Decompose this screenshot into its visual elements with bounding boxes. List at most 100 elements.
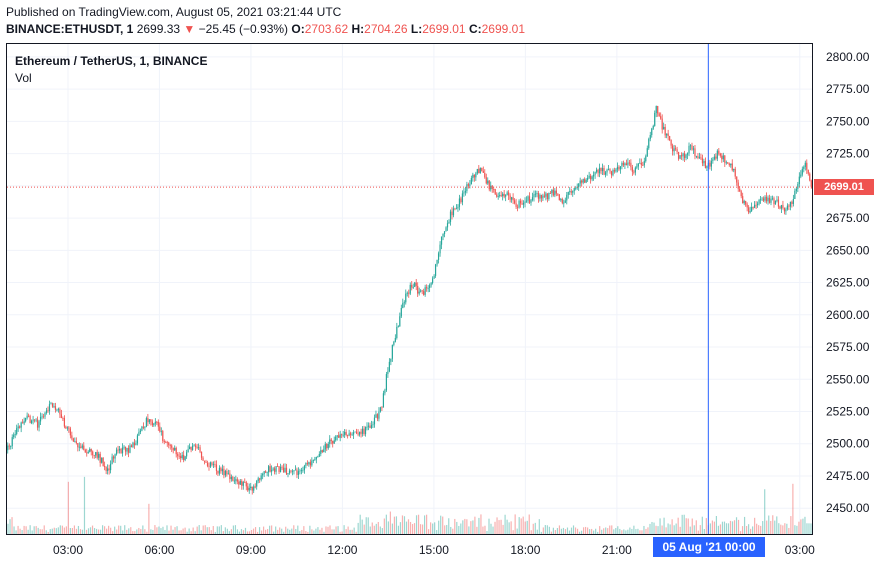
candle-body (129, 445, 131, 453)
volume-bar (776, 516, 778, 534)
candle-body (645, 156, 647, 162)
volume-bar (108, 525, 110, 534)
volume-bar (482, 526, 484, 534)
candle-body (534, 193, 537, 195)
y-tick-label: 2550.00 (826, 372, 870, 386)
candle-body (302, 470, 304, 471)
volume-bar (717, 525, 720, 534)
volume-bar (57, 527, 59, 534)
candle-body (387, 371, 389, 375)
candle-body (327, 443, 329, 449)
candle-body (330, 439, 332, 442)
candle-body (730, 163, 732, 166)
candle-body (177, 454, 179, 456)
candle-body (405, 293, 407, 303)
candle-body (408, 292, 410, 294)
y-tick-label: 2725.00 (826, 147, 870, 161)
candle-body (692, 148, 695, 150)
candle-body (576, 187, 578, 189)
volume-bar (562, 527, 565, 534)
candle-body (557, 193, 559, 195)
volume-bar (576, 528, 579, 534)
candle-body (452, 208, 455, 216)
candle-body (57, 408, 60, 410)
candle-body (612, 170, 614, 176)
volume-bar (258, 527, 261, 534)
volume-bar (719, 524, 722, 534)
volume-bar (190, 531, 192, 534)
volume-bar (87, 528, 90, 534)
volume-bar (228, 531, 230, 534)
candle-body (782, 205, 784, 208)
candle-body (84, 449, 86, 453)
volume-bar (238, 531, 241, 534)
volume-bar (305, 531, 307, 534)
candle-body (154, 421, 156, 424)
volume-bar (685, 518, 687, 534)
volume-bar (691, 518, 693, 534)
candle-body (130, 445, 133, 448)
candle-body (728, 163, 730, 166)
candle-body (719, 153, 721, 156)
volume-bar (432, 523, 434, 534)
candle-body (722, 155, 724, 160)
candle-body (701, 158, 704, 164)
volume-bar (635, 529, 637, 534)
volume-bar (291, 528, 293, 534)
y-tick-label: 2625.00 (826, 276, 870, 290)
candle-body (142, 426, 145, 428)
candle-body (770, 198, 772, 203)
candle-body (679, 155, 681, 159)
volume-bar (645, 528, 647, 534)
volume-bar (619, 528, 621, 534)
volume-bar (11, 517, 13, 534)
volume-bar (802, 518, 804, 534)
candle-body (299, 470, 301, 472)
volume-bar (524, 521, 526, 534)
candle-body (440, 236, 443, 245)
candle-body (807, 169, 809, 174)
candle-body (432, 278, 434, 284)
volume-bar (643, 525, 645, 534)
volume-bar (790, 516, 792, 534)
volume-bar (33, 526, 35, 534)
candle-body (181, 454, 183, 459)
candle-body (105, 467, 107, 471)
candle-body (294, 469, 297, 471)
volume-bar (486, 530, 488, 534)
candle-body (384, 390, 386, 394)
candle-body (8, 445, 10, 447)
volume-bar (106, 528, 108, 534)
candle-body (159, 426, 161, 432)
volume-bar (373, 525, 375, 534)
volume-bar (452, 528, 454, 534)
candle-body (467, 184, 469, 186)
candle-body (533, 194, 535, 198)
candle-body (442, 233, 444, 237)
volume-bar (325, 526, 327, 534)
candle-body (279, 466, 282, 472)
candle-body (670, 139, 672, 146)
volume-bar (768, 515, 770, 534)
candle-body (208, 465, 210, 467)
volume-bar (216, 526, 218, 534)
volume-bar (587, 527, 589, 534)
candle-body (759, 199, 762, 201)
candle-body (180, 456, 182, 459)
candle-body (704, 160, 707, 168)
volume-bar (192, 527, 194, 534)
candle-body (382, 393, 385, 408)
candle-body (28, 415, 30, 417)
candle-body (739, 188, 741, 192)
volume-bar (37, 527, 39, 534)
candle-body (761, 198, 763, 200)
volume-bar (510, 521, 512, 534)
volume-bar (83, 476, 86, 534)
candle-body (367, 425, 370, 427)
candle-body (218, 467, 221, 474)
candle-body (578, 183, 580, 188)
candle-body (505, 194, 507, 197)
candle-body (14, 434, 16, 435)
candle-body (572, 191, 574, 193)
